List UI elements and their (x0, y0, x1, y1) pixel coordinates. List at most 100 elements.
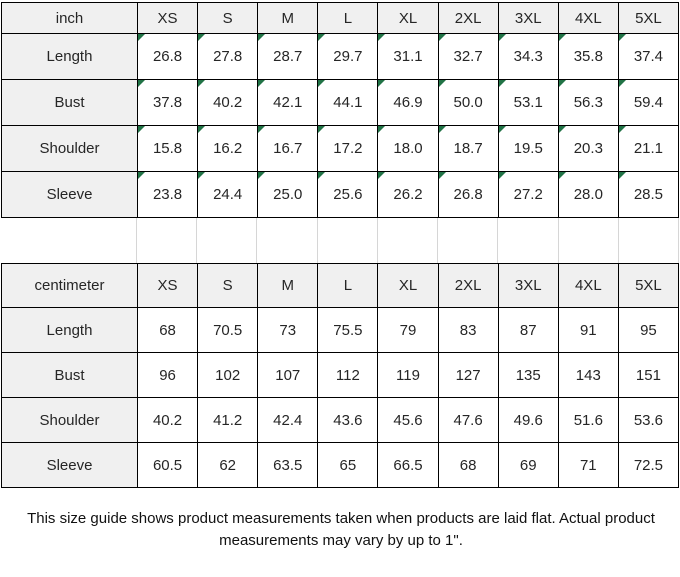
value-cell: 53.6 (618, 398, 679, 443)
size-guide-note: This size guide shows product measuremen… (27, 510, 655, 549)
row-label-cell: Length (2, 308, 138, 353)
text-format-flag-icon (558, 172, 566, 179)
row-label-cell: Sleeve (2, 172, 138, 218)
size-table-centimeter: centimeter XS S M L XL 2XL 3XL 4XL 5XL Length 68 70.… (1, 263, 679, 488)
spreadsheet-gap-gridlines (1, 218, 679, 263)
value-cell: 95 (618, 308, 679, 353)
value-cell: 60.5 (138, 443, 199, 488)
text-format-flag-icon (378, 126, 386, 133)
text-format-flag-icon (378, 172, 386, 179)
value-cell: 107 (258, 353, 319, 398)
text-format-flag-icon (138, 34, 145, 41)
value-cell: 40.2 (138, 398, 199, 443)
value-cell: 71 (558, 443, 619, 488)
value-cell: 43.6 (318, 398, 379, 443)
text-format-flag-icon (138, 80, 145, 87)
value-cell: 127 (438, 353, 499, 398)
text-format-flag-icon (498, 172, 506, 179)
size-header-cell: 4XL (558, 264, 619, 308)
value-cell: 24.4 (198, 172, 259, 218)
value-cell: 75.5 (318, 308, 379, 353)
size-header-cell: L (318, 264, 379, 308)
value-cell: 35.8 (558, 34, 619, 80)
value-cell: 151 (618, 353, 679, 398)
text-format-flag-icon (558, 34, 566, 41)
faint-gridline-column (498, 218, 559, 263)
size-header-cell: 5XL (618, 3, 679, 34)
value-cell: 26.8 (438, 172, 499, 218)
faint-gridline-column (378, 218, 439, 263)
value-cell: 68 (138, 308, 199, 353)
value-cell: 73 (258, 308, 319, 353)
text-format-flag-icon (198, 80, 206, 87)
text-format-flag-icon (438, 126, 446, 133)
faint-gridline-column (257, 218, 318, 263)
text-format-flag-icon (318, 34, 326, 41)
size-header-cell: 2XL (438, 264, 499, 308)
text-format-flag-icon (498, 34, 506, 41)
value-cell: 18.0 (378, 126, 439, 172)
text-format-flag-icon (498, 126, 506, 133)
text-format-flag-icon (438, 34, 446, 41)
value-cell: 79 (378, 308, 439, 353)
value-cell: 29.7 (318, 34, 379, 80)
text-format-flag-icon (618, 80, 626, 87)
size-header-cell: 4XL (558, 3, 619, 34)
faint-gridline-column (137, 218, 198, 263)
value-cell: 50.0 (438, 80, 499, 126)
value-cell: 119 (378, 353, 439, 398)
value-cell: 91 (558, 308, 619, 353)
value-cell: 23.8 (138, 172, 199, 218)
text-format-flag-icon (198, 172, 206, 179)
value-cell: 21.1 (618, 126, 679, 172)
row-label-cell: Bust (2, 80, 138, 126)
row-label-cell: Shoulder (2, 398, 138, 443)
unit-header-cell: inch (2, 3, 138, 34)
value-cell: 20.3 (558, 126, 619, 172)
value-cell: 28.0 (558, 172, 619, 218)
size-header-cell: S (198, 264, 259, 308)
text-format-flag-icon (438, 80, 446, 87)
footer-note-area: This size guide shows product measuremen… (1, 488, 680, 552)
value-cell: 143 (558, 353, 619, 398)
text-format-flag-icon (258, 34, 266, 41)
value-cell: 40.2 (198, 80, 259, 126)
value-cell: 62 (198, 443, 259, 488)
value-cell: 51.6 (558, 398, 619, 443)
value-cell: 37.8 (138, 80, 199, 126)
text-format-flag-icon (138, 172, 145, 179)
value-cell: 32.7 (438, 34, 499, 80)
value-cell: 27.8 (198, 34, 259, 80)
faint-gridline-column (619, 218, 679, 263)
text-format-flag-icon (258, 80, 266, 87)
value-cell: 46.9 (378, 80, 439, 126)
text-format-flag-icon (618, 34, 626, 41)
size-header-cell: 2XL (438, 3, 499, 34)
value-cell: 15.8 (138, 126, 199, 172)
size-header-cell: M (258, 264, 319, 308)
value-cell: 47.6 (438, 398, 499, 443)
faint-gridline-column (438, 218, 499, 263)
text-format-flag-icon (618, 172, 626, 179)
value-cell: 28.5 (618, 172, 679, 218)
value-cell: 70.5 (198, 308, 259, 353)
faint-gridline-column (1, 218, 137, 263)
value-cell: 44.1 (318, 80, 379, 126)
size-header-cell: 3XL (498, 264, 559, 308)
text-format-flag-icon (618, 126, 626, 133)
value-cell: 16.2 (198, 126, 259, 172)
size-header-cell: XL (378, 264, 439, 308)
text-format-flag-icon (318, 126, 326, 133)
text-format-flag-icon (258, 172, 266, 179)
faint-gridline-column (559, 218, 619, 263)
size-header-cell: 3XL (498, 3, 559, 34)
text-format-flag-icon (318, 80, 326, 87)
value-cell: 68 (438, 443, 499, 488)
value-cell: 42.1 (258, 80, 319, 126)
value-cell: 69 (498, 443, 559, 488)
value-cell: 45.6 (378, 398, 439, 443)
text-format-flag-icon (498, 80, 506, 87)
value-cell: 65 (318, 443, 379, 488)
value-cell: 66.5 (378, 443, 439, 488)
value-cell: 96 (138, 353, 199, 398)
